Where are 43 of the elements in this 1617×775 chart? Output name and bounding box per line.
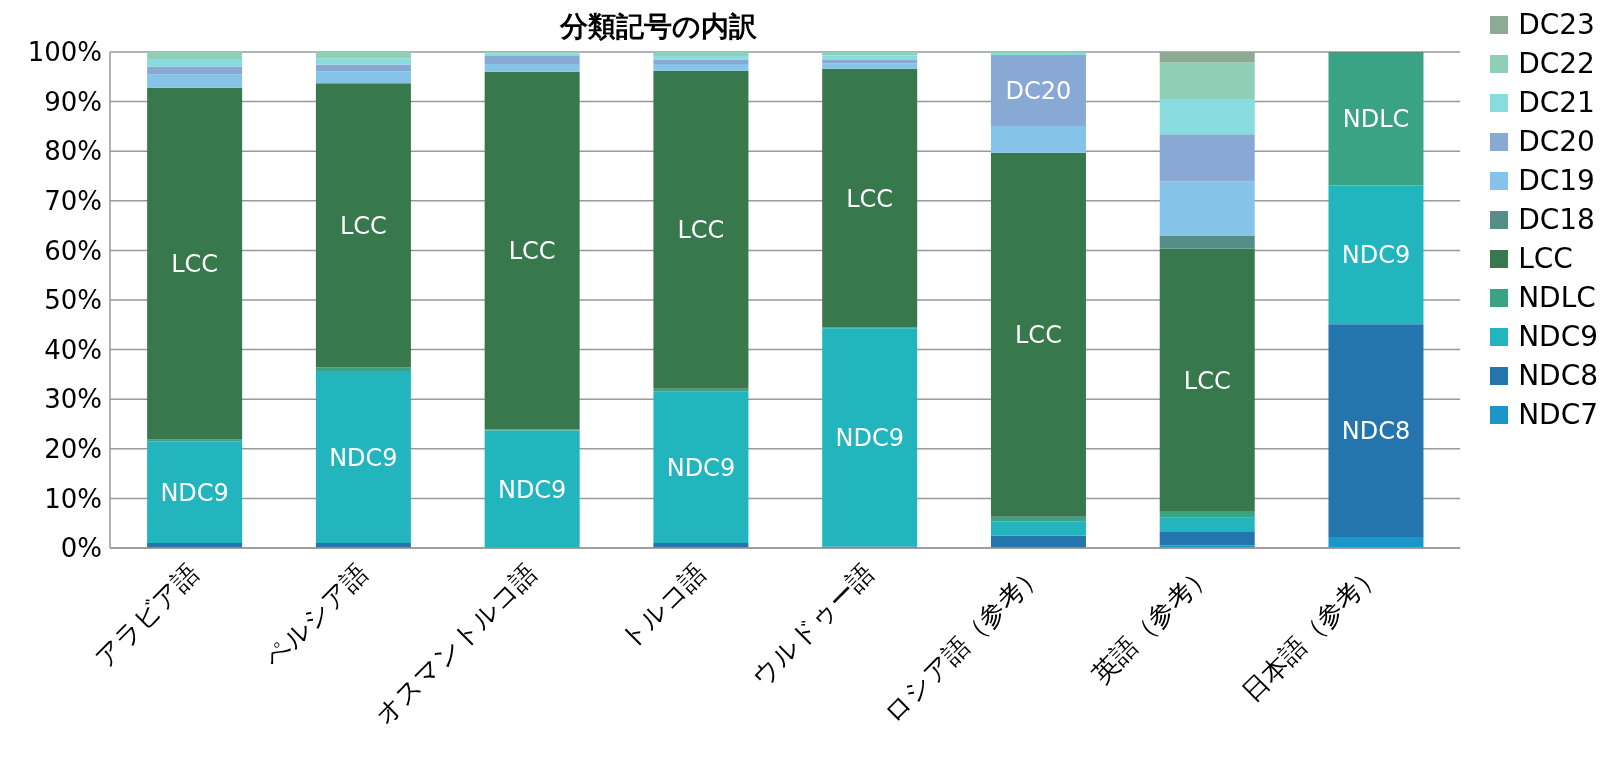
data-label: LCC (508, 237, 556, 266)
y-tick-label: 50% (44, 285, 102, 316)
legend-label: DC18 (1518, 203, 1595, 236)
x-tick-label: 日本語（参考） (1236, 557, 1387, 708)
y-tick-label: 60% (44, 235, 102, 266)
y-tick-label: 80% (44, 136, 102, 167)
x-tick-label: 英語（参考） (1086, 557, 1218, 689)
data-label: LCC (1183, 366, 1231, 395)
y-tick-label: 10% (44, 483, 102, 514)
data-label: NDC9 (329, 443, 398, 472)
legend-label: DC19 (1518, 164, 1595, 197)
legend-label: DC23 (1518, 8, 1595, 41)
legend-label: NDC9 (1518, 320, 1598, 353)
data-label: NDC9 (666, 453, 736, 482)
y-tick-label: 30% (44, 384, 102, 415)
x-tick-label: ロシア語（参考） (878, 557, 1049, 728)
x-tick-label: トルコ語 (614, 557, 712, 655)
y-tick-label: 70% (44, 186, 102, 217)
y-tick-label: 90% (44, 86, 102, 117)
x-tick-label: ウルドゥー語 (745, 557, 881, 692)
y-tick-label: 100% (27, 37, 102, 68)
data-label: LCC (1015, 321, 1062, 350)
chart-title: 分類記号の内訳 (559, 10, 757, 43)
legend-label: NDC7 (1518, 398, 1598, 431)
data-label: NDC9 (835, 423, 904, 452)
data-label: NDC9 (497, 475, 567, 504)
legend-label: DC20 (1518, 125, 1595, 158)
legend-label: DC21 (1518, 86, 1595, 119)
data-label: NDC8 (1341, 417, 1411, 446)
legend-label: NDLC (1518, 281, 1596, 314)
legend-label: DC22 (1518, 47, 1595, 80)
data-label: NDLC (1342, 105, 1410, 134)
legend-label: LCC (1518, 242, 1573, 275)
data-label: NDC9 (1341, 241, 1411, 270)
data-label: LCC (339, 211, 387, 240)
data-label: LCC (677, 216, 725, 245)
data-label: DC20 (1005, 76, 1072, 105)
y-tick-label: 20% (44, 434, 102, 465)
legend-label: NDC8 (1518, 359, 1598, 392)
data-label: LCC (846, 184, 894, 213)
y-tick-label: 40% (44, 334, 102, 365)
data-label: NDC9 (160, 478, 229, 507)
data-label: LCC (171, 250, 219, 279)
